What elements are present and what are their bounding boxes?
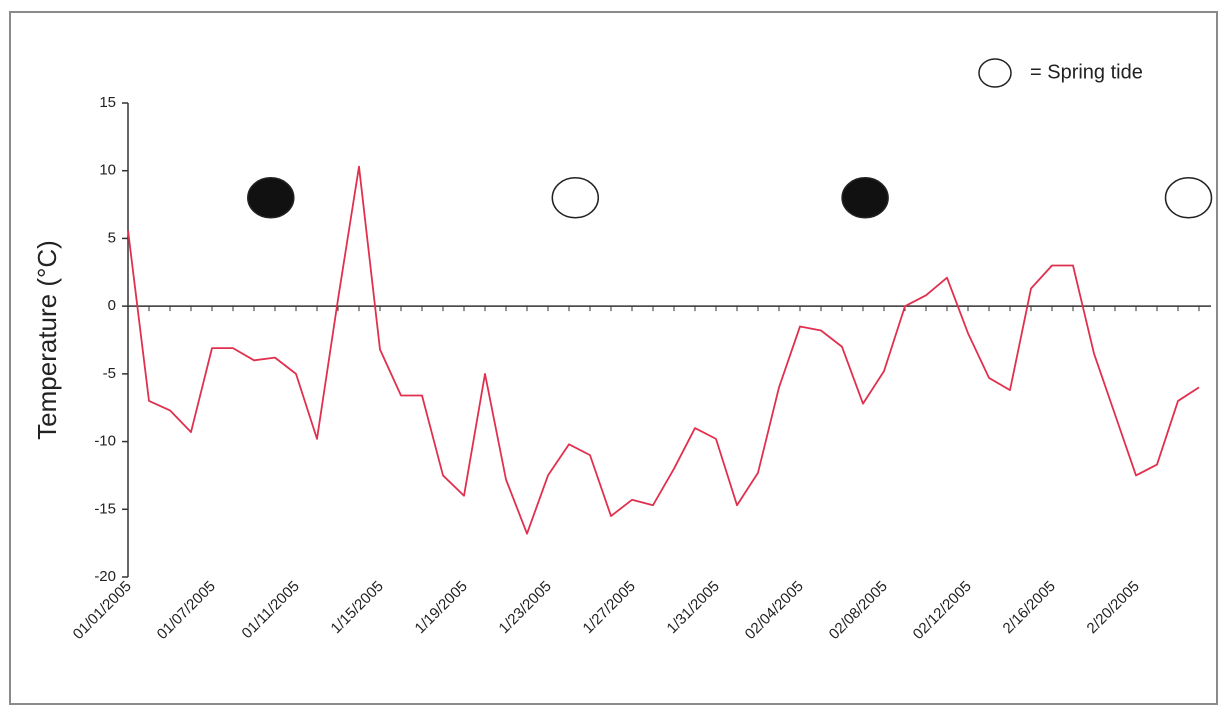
tide-marker — [247, 177, 295, 219]
y-axis-label: Temperature (°C) — [32, 240, 62, 440]
tide-marker — [551, 177, 600, 219]
tide-marker — [841, 177, 889, 219]
y-tick-label: -10 — [94, 433, 116, 450]
y-tick-label: 15 — [99, 94, 116, 111]
y-tick-label: 10 — [99, 162, 116, 179]
y-tick-label: -5 — [103, 365, 116, 382]
y-tick-label: 0 — [108, 297, 116, 314]
legend-symbol — [978, 58, 1012, 88]
y-tick-label: 5 — [108, 229, 116, 246]
y-tick-label: -15 — [94, 500, 116, 517]
data-line — [127, 165, 1200, 535]
y-tick-label: -20 — [94, 568, 116, 585]
legend-label: = Spring tide — [1030, 61, 1143, 83]
tide-marker — [1164, 177, 1213, 219]
